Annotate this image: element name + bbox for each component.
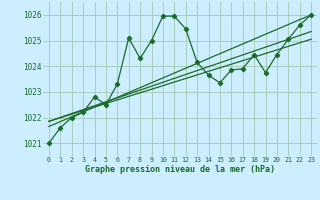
X-axis label: Graphe pression niveau de la mer (hPa): Graphe pression niveau de la mer (hPa) bbox=[85, 165, 275, 174]
